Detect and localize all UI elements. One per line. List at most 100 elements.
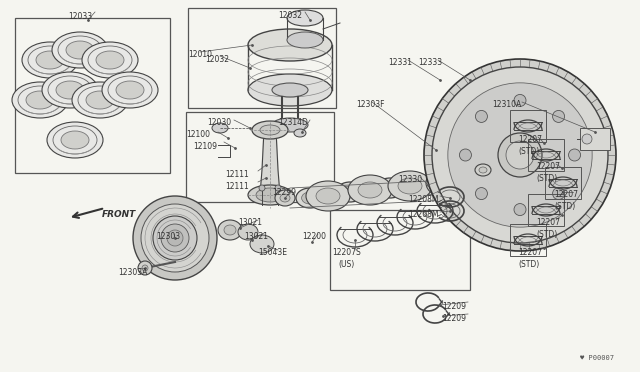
Ellipse shape	[161, 224, 189, 252]
Ellipse shape	[460, 149, 472, 161]
Ellipse shape	[47, 122, 103, 158]
Bar	[528, 139, 564, 171]
Text: 12207: 12207	[536, 218, 560, 227]
Ellipse shape	[275, 190, 295, 206]
Ellipse shape	[22, 42, 78, 78]
Text: 12111: 12111	[225, 170, 249, 179]
Ellipse shape	[316, 188, 340, 204]
Ellipse shape	[460, 176, 476, 188]
Ellipse shape	[116, 81, 144, 99]
Text: (STD): (STD)	[536, 174, 557, 183]
Text: 12032: 12032	[205, 55, 229, 64]
Ellipse shape	[272, 118, 308, 132]
Ellipse shape	[348, 175, 392, 205]
Ellipse shape	[218, 220, 242, 240]
Ellipse shape	[514, 203, 526, 215]
Ellipse shape	[72, 82, 128, 118]
Ellipse shape	[153, 216, 197, 260]
Ellipse shape	[398, 178, 422, 194]
Bar	[186, 112, 334, 202]
Text: 12207: 12207	[518, 248, 542, 257]
Text: (STD): (STD)	[554, 202, 575, 211]
Text: 12209: 12209	[442, 302, 466, 311]
Ellipse shape	[336, 182, 364, 202]
Text: (US): (US)	[338, 260, 355, 269]
Ellipse shape	[301, 192, 319, 204]
Ellipse shape	[252, 121, 288, 139]
Text: FRONT: FRONT	[102, 210, 136, 219]
Text: 12208M: 12208M	[408, 195, 438, 204]
Ellipse shape	[306, 181, 350, 211]
Bar	[528, 194, 564, 226]
Ellipse shape	[141, 204, 209, 272]
Text: 12207S: 12207S	[332, 248, 361, 257]
Ellipse shape	[248, 74, 332, 106]
Ellipse shape	[42, 72, 98, 108]
Ellipse shape	[280, 194, 290, 202]
Bar	[580, 128, 610, 150]
Text: 12209: 12209	[442, 314, 466, 323]
Text: 12303: 12303	[156, 232, 180, 241]
Text: 12030: 12030	[207, 118, 231, 127]
Ellipse shape	[476, 110, 488, 122]
Text: (STD): (STD)	[518, 260, 540, 269]
Text: 12109: 12109	[193, 142, 217, 151]
Text: 12333: 12333	[418, 58, 442, 67]
Ellipse shape	[272, 83, 308, 97]
Ellipse shape	[582, 134, 592, 144]
Bar	[545, 167, 581, 199]
Text: 12100: 12100	[186, 130, 210, 139]
Text: 12310A: 12310A	[492, 100, 521, 109]
Ellipse shape	[448, 83, 592, 227]
Text: 12208M: 12208M	[408, 210, 438, 219]
Ellipse shape	[416, 175, 444, 195]
Ellipse shape	[96, 51, 124, 69]
Ellipse shape	[259, 185, 265, 191]
Bar	[188, 8, 336, 108]
Text: 12033: 12033	[68, 12, 92, 21]
Text: 12111: 12111	[225, 182, 249, 191]
Ellipse shape	[102, 72, 158, 108]
Text: 12303F: 12303F	[356, 100, 385, 109]
Text: ♥ P00007: ♥ P00007	[580, 355, 614, 361]
Ellipse shape	[61, 131, 89, 149]
Ellipse shape	[514, 94, 526, 106]
Ellipse shape	[256, 188, 284, 202]
Ellipse shape	[138, 261, 152, 275]
Ellipse shape	[238, 224, 258, 240]
Ellipse shape	[296, 188, 324, 208]
Ellipse shape	[294, 129, 306, 137]
Ellipse shape	[426, 168, 470, 198]
Text: 12303A: 12303A	[118, 268, 147, 277]
Ellipse shape	[475, 164, 491, 176]
Ellipse shape	[167, 230, 183, 246]
Ellipse shape	[552, 110, 564, 122]
Bar	[330, 210, 470, 290]
Ellipse shape	[358, 182, 382, 198]
Text: 12299: 12299	[272, 188, 296, 197]
Ellipse shape	[479, 167, 487, 173]
Ellipse shape	[248, 185, 292, 205]
Ellipse shape	[12, 82, 68, 118]
Text: 15043E: 15043E	[258, 248, 287, 257]
Text: 12330: 12330	[398, 175, 422, 184]
Ellipse shape	[224, 225, 236, 235]
Text: (STD): (STD)	[536, 230, 557, 239]
Ellipse shape	[287, 32, 323, 48]
Ellipse shape	[248, 29, 332, 61]
Ellipse shape	[422, 179, 438, 191]
Ellipse shape	[476, 187, 488, 200]
Ellipse shape	[52, 32, 108, 68]
Ellipse shape	[498, 133, 542, 177]
Ellipse shape	[212, 123, 228, 133]
Bar	[15, 18, 170, 173]
Ellipse shape	[436, 175, 460, 191]
Ellipse shape	[388, 171, 432, 201]
Ellipse shape	[36, 51, 64, 69]
Text: 12331: 12331	[388, 58, 412, 67]
Ellipse shape	[287, 10, 323, 26]
Text: 12207: 12207	[518, 135, 542, 144]
Ellipse shape	[381, 182, 398, 194]
Text: 13021: 13021	[244, 232, 268, 241]
Text: 12207: 12207	[554, 190, 578, 199]
